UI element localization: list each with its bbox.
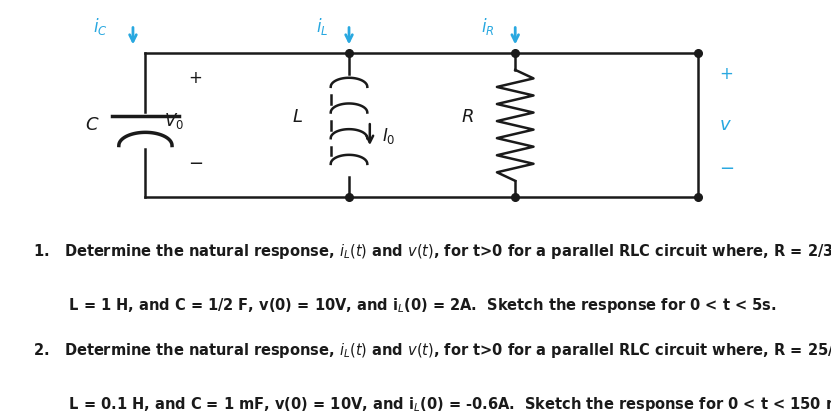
Text: $i_L$: $i_L$ [316, 16, 328, 37]
Text: $i_C$: $i_C$ [93, 16, 108, 37]
Text: +: + [189, 69, 202, 87]
Text: $L$: $L$ [293, 108, 303, 126]
Text: L = 1 H, and C = 1/2 F, v(0) = 10V, and i$_L$(0) = 2A.  Sketch the response for : L = 1 H, and C = 1/2 F, v(0) = 10V, and … [33, 296, 777, 315]
Text: +: + [719, 65, 733, 83]
Text: 2.   Determine the natural response, $i_L(t)$ and $v(t)$, for t>0 for a parallel: 2. Determine the natural response, $i_L(… [33, 341, 831, 360]
Text: −: − [719, 159, 734, 178]
Text: $v$: $v$ [719, 116, 731, 134]
Text: −: − [188, 155, 203, 173]
Text: $R$: $R$ [461, 108, 474, 126]
Text: 1.   Determine the natural response, $i_L(t)$ and $v(t)$, for t>0 for a parallel: 1. Determine the natural response, $i_L(… [33, 242, 831, 261]
Text: L = 0.1 H, and C = 1 mF, v(0) = 10V, and i$_L$(0) = -0.6A.  Sketch the response : L = 0.1 H, and C = 1 mF, v(0) = 10V, and… [33, 395, 831, 411]
Text: $I_0$: $I_0$ [382, 126, 396, 145]
Text: $C$: $C$ [86, 116, 100, 134]
Text: $V_0$: $V_0$ [164, 111, 184, 131]
Text: $i_R$: $i_R$ [481, 16, 494, 37]
